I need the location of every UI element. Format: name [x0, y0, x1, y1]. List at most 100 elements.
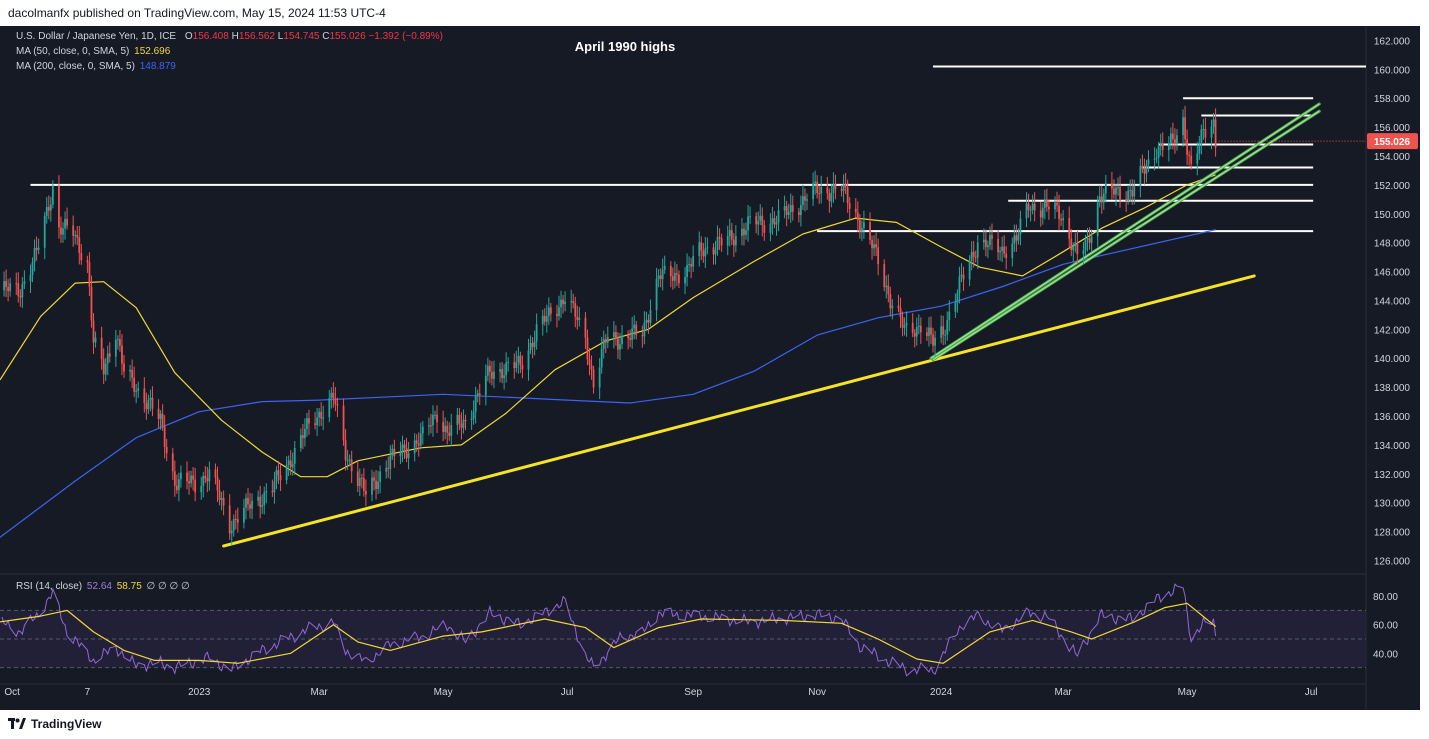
candle-up	[1043, 200, 1046, 208]
candle-down	[478, 393, 481, 396]
candle-up	[304, 428, 306, 439]
candle-up	[777, 210, 780, 223]
candle-down	[188, 481, 190, 484]
candle-down	[1027, 203, 1030, 211]
candle-down	[962, 274, 965, 280]
candle-up	[1041, 207, 1044, 218]
price-tick-label: 156.000	[1374, 123, 1411, 134]
candle-up	[598, 367, 601, 388]
candle-down	[1141, 165, 1144, 169]
candle-up	[484, 375, 487, 396]
candle-up	[686, 264, 688, 278]
candle-up	[612, 332, 615, 337]
candle-up	[37, 247, 40, 250]
candle-down	[840, 189, 843, 191]
price-tick-label: 146.000	[1374, 268, 1411, 279]
candle-up	[230, 530, 233, 534]
candle-up	[956, 293, 959, 303]
candle-up	[348, 459, 351, 461]
candle-up	[104, 363, 107, 375]
candle-up	[149, 397, 152, 400]
candle-up	[830, 192, 833, 202]
candle-down	[635, 324, 638, 336]
candle-down	[732, 239, 735, 246]
publisher-line: dacolmanfx published on TradingView.com,…	[8, 6, 386, 20]
candle-down	[66, 218, 68, 226]
candle-down	[875, 244, 878, 248]
candle-up	[832, 183, 835, 193]
candle-up	[385, 467, 388, 472]
candle-down	[854, 208, 857, 213]
price-chart-svg[interactable]: 126.000 128.000 130.000 132.000 134.000 136.0…	[0, 26, 1420, 710]
candle-up	[180, 472, 182, 480]
candle-up	[905, 322, 908, 326]
chart-frame[interactable]: 126.000 128.000 130.000 132.000 134.000 136.0…	[0, 26, 1420, 710]
candle-up	[389, 455, 392, 469]
candle-up	[285, 464, 288, 481]
ma200-label: MA (200, close, 0, SMA, 5)	[16, 61, 135, 72]
channel-trendline-highlight	[930, 103, 1320, 359]
candle-down	[1070, 238, 1073, 251]
candle-up	[578, 317, 581, 321]
candle-down	[1076, 242, 1079, 255]
candle-down	[430, 425, 432, 427]
time-tick-label: 7	[85, 687, 91, 698]
candle-down	[1088, 238, 1091, 243]
candle-down	[119, 339, 121, 346]
candle-up	[645, 319, 648, 323]
time-tick-label: Jul	[1305, 687, 1318, 698]
candle-down	[100, 337, 103, 360]
candle-up	[747, 216, 749, 231]
price-tick-label: 128.000	[1374, 528, 1411, 539]
candle-down	[1119, 187, 1121, 200]
candle-up	[3, 281, 5, 291]
candle-up	[413, 440, 416, 454]
tradingview-logo[interactable]: TradingView	[8, 717, 101, 731]
candle-up	[1017, 234, 1020, 241]
candle-up	[358, 477, 361, 486]
candle-up	[873, 244, 875, 249]
candle-down	[491, 371, 493, 379]
candle-up	[948, 311, 951, 320]
candle-down	[519, 355, 522, 366]
candle-down	[108, 353, 111, 357]
candle-up	[159, 413, 162, 419]
high-value: 156.562	[238, 31, 275, 42]
price-tick-label: 132.000	[1374, 470, 1411, 481]
candle-up	[814, 181, 817, 184]
candle-up	[1145, 164, 1148, 174]
candle-up	[987, 245, 989, 248]
candle-up	[558, 307, 560, 316]
candle-down	[1184, 117, 1186, 140]
candle-down	[58, 185, 60, 228]
candle-up	[472, 411, 475, 419]
candle-down	[458, 414, 461, 424]
candle-up	[726, 235, 729, 246]
candle-up	[1001, 246, 1004, 252]
rsi-line	[1, 583, 1217, 677]
candle-up	[177, 479, 180, 491]
candle-down	[678, 274, 680, 284]
candle-down	[88, 262, 91, 287]
candle-down	[562, 299, 564, 305]
candle-up	[812, 183, 814, 200]
candle-up	[535, 324, 538, 342]
candle-up	[94, 337, 97, 343]
candle-up	[944, 334, 947, 336]
candle-down	[436, 414, 438, 423]
candle-up	[799, 205, 802, 216]
rsi-extra-values: ∅ ∅ ∅ ∅	[146, 581, 190, 592]
candle-down	[216, 477, 219, 491]
candle-down	[7, 287, 10, 292]
candle-down	[249, 504, 251, 509]
channel-trendline-highlight	[932, 110, 1320, 361]
candle-down	[222, 497, 225, 506]
candle-up	[891, 305, 894, 309]
candle-up	[31, 262, 34, 275]
candle-down	[828, 193, 831, 202]
candle-up	[232, 519, 235, 531]
candle-up	[507, 362, 510, 364]
candle-down	[1190, 155, 1193, 164]
candle-up	[621, 335, 623, 345]
candle-down	[826, 187, 829, 194]
